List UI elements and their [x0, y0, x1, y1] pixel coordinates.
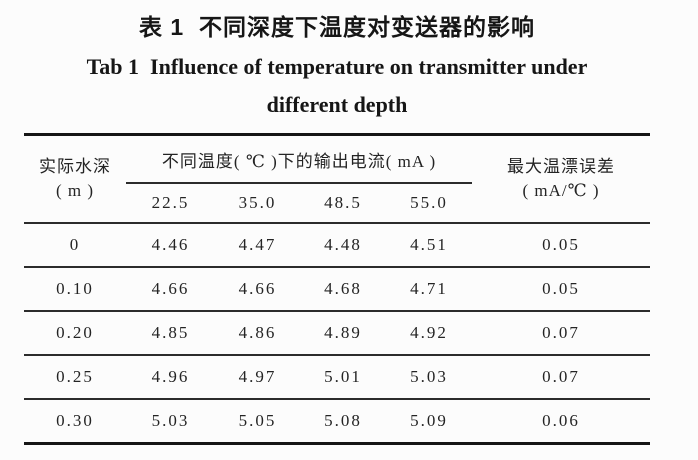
header-error-cell: 最大温漂误差 ( mA/℃ ): [472, 135, 650, 224]
header-depth-line2: ( m ): [55, 181, 95, 200]
header-depth-cell: 实际水深 ( m ): [24, 135, 126, 224]
cell-depth: 0.20: [24, 310, 126, 355]
header-depth-line1: 实际水深: [39, 157, 111, 176]
cell-error: 0.06: [472, 398, 651, 444]
cell-error: 0.05: [472, 266, 651, 311]
table-title-en-line2: different depth: [266, 92, 408, 117]
table-body: 0 4.46 4.47 4.48 4.51 0.05 0.10 4.66 4.6…: [24, 222, 651, 444]
cell-current: 4.47: [215, 222, 300, 267]
header-error-line1: 最大温漂误差: [507, 157, 616, 176]
table-title-cn: 表 1 不同深度下温度对变送器的影响: [139, 14, 535, 40]
cell-current: 4.85: [126, 310, 215, 355]
cell-current: 5.01: [300, 354, 386, 399]
cell-error: 0.05: [472, 222, 651, 267]
cell-current: 4.66: [126, 266, 215, 311]
data-table: 实际水深 ( m ) 不同温度( ℃ )下的输出电流( mA ) 最大温漂误差 ( …: [24, 133, 651, 445]
cell-current: 4.89: [300, 310, 386, 355]
table-title-en-line1: Tab 1 Influence of temperature on transm…: [86, 54, 588, 79]
cell-current: 4.66: [215, 266, 300, 311]
cell-current: 4.96: [126, 354, 215, 399]
cell-current: 4.51: [386, 222, 473, 267]
subheader-temp-22-5: 22.5: [151, 193, 190, 212]
table-header: 实际水深 ( m ) 不同温度( ℃ )下的输出电流( mA ) 最大温漂误差 ( …: [24, 134, 650, 224]
cell-current: 5.08: [300, 398, 386, 444]
cell-current: 4.92: [386, 310, 473, 355]
table-row: 0.20 4.85 4.86 4.89 4.92 0.07: [24, 310, 651, 355]
table-row: 0 4.46 4.47 4.48 4.51 0.05: [24, 222, 651, 267]
table-row: 0.30 5.03 5.05 5.08 5.09 0.06: [24, 398, 651, 444]
subheader-temp-35-0: 35.0: [238, 193, 277, 212]
header-temperature-group-cell: 不同温度( ℃ )下的输出电流( mA ): [126, 134, 473, 184]
cell-current: 4.68: [300, 266, 386, 311]
cell-current: 4.46: [126, 222, 215, 267]
subheader-temp-48-5: 48.5: [324, 193, 362, 212]
cell-current: 4.97: [215, 354, 300, 399]
header-error-line2: ( mA/℃ ): [522, 181, 600, 200]
cell-current: 5.03: [386, 354, 473, 399]
table-row: 0.10 4.66 4.66 4.68 4.71 0.05: [24, 266, 651, 311]
cell-depth: 0: [24, 222, 126, 267]
cell-current: 4.86: [215, 310, 300, 355]
cell-error: 0.07: [472, 354, 651, 399]
cell-depth: 0.25: [24, 354, 126, 399]
cell-current: 4.48: [300, 222, 386, 267]
cell-current: 5.03: [126, 398, 215, 444]
cell-current: 5.09: [386, 398, 473, 444]
cell-depth: 0.30: [24, 398, 126, 444]
cell-current: 4.71: [386, 266, 473, 311]
table-title-en: Tab 1 Influence of temperature on transm…: [24, 48, 650, 124]
table-row: 0.25 4.96 4.97 5.01 5.03 0.07: [24, 354, 651, 399]
cell-error: 0.07: [472, 310, 651, 355]
cell-depth: 0.10: [24, 266, 126, 311]
subheader-temp-55-0: 55.0: [410, 193, 448, 212]
cell-current: 5.05: [215, 398, 300, 444]
